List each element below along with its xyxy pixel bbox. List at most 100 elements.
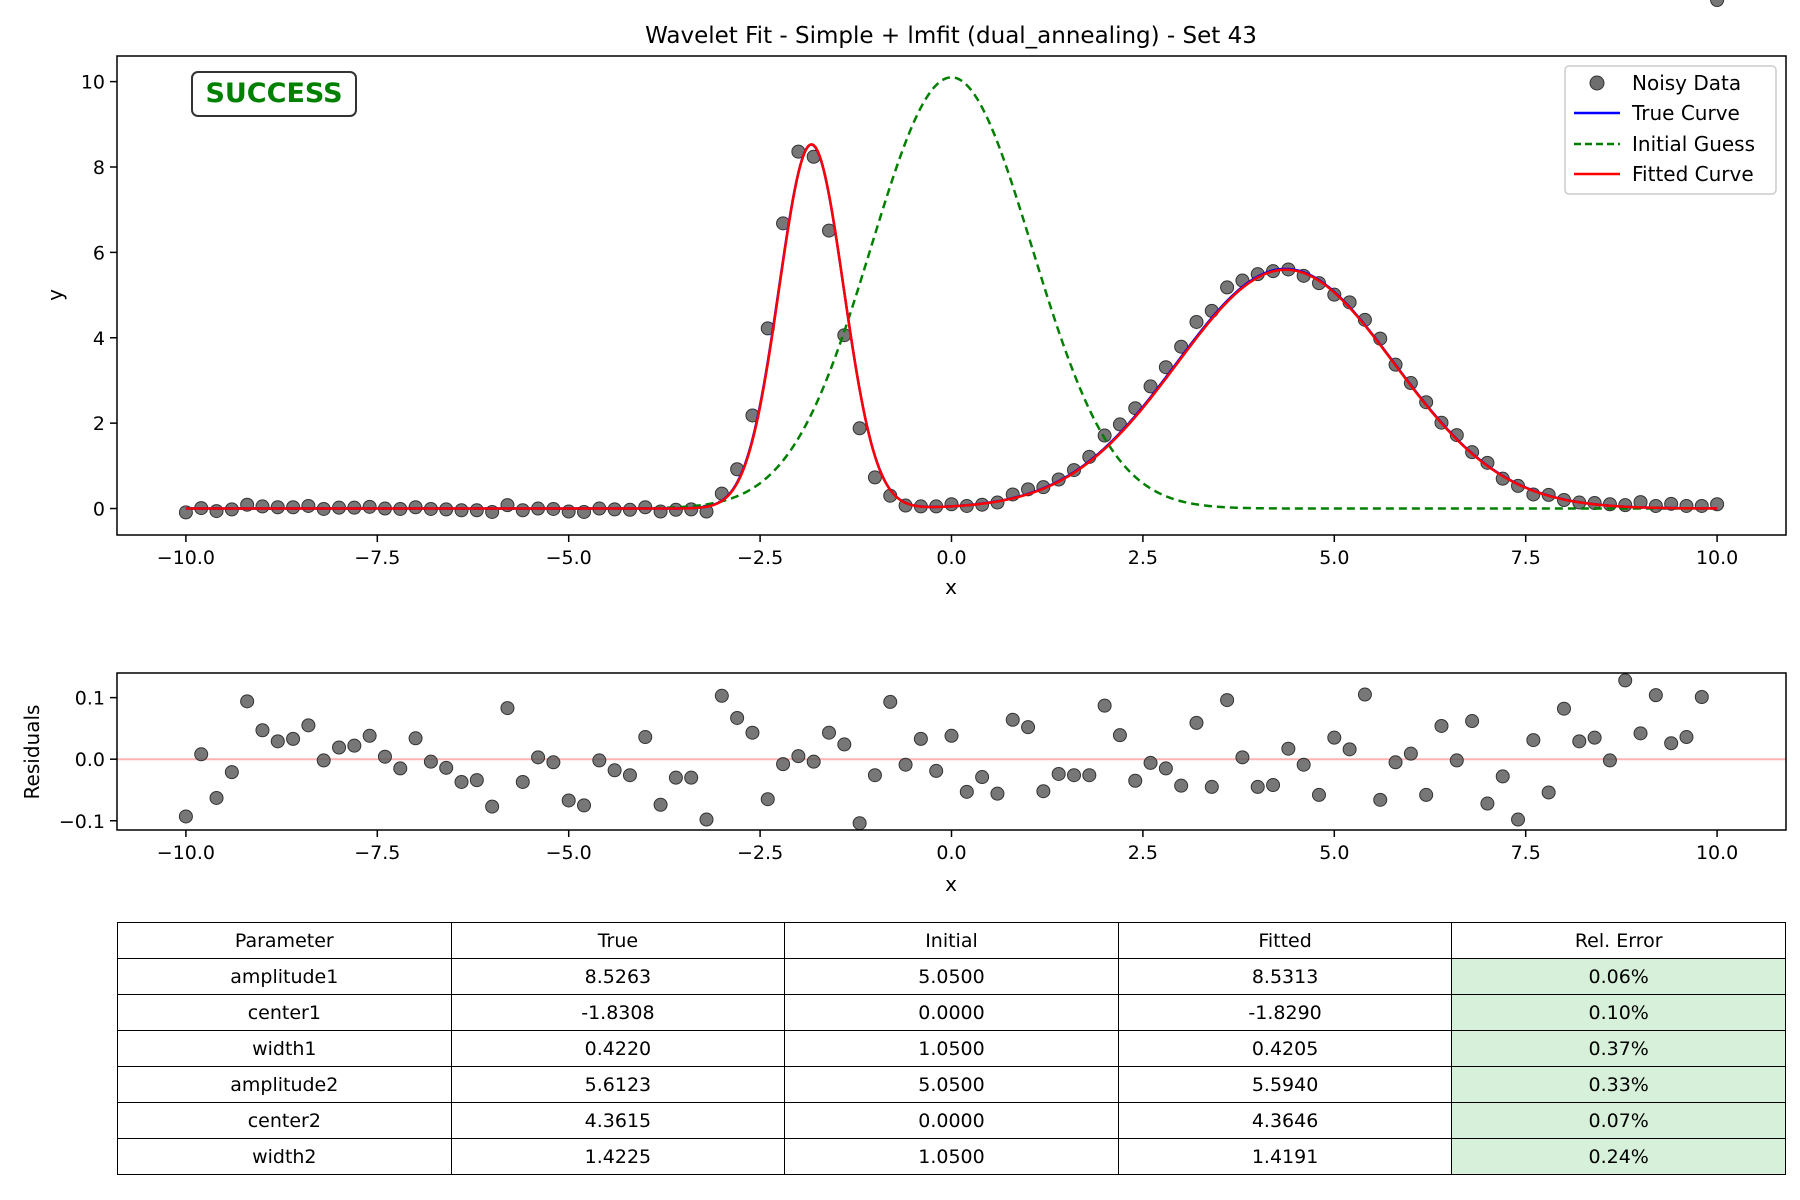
residual-point: [1633, 726, 1648, 741]
noisy-data-point: [1679, 498, 1694, 513]
status-badge: SUCCESS: [191, 71, 357, 117]
noisy-data-point: [1694, 498, 1709, 513]
noisy-data-point: [301, 498, 316, 513]
header-initial: Initial: [784, 922, 1119, 959]
cell-initial: 1.0500: [784, 1030, 1119, 1067]
residual-point: [1174, 778, 1189, 793]
cell-true: 1.4225: [450, 1138, 786, 1175]
residual-point: [913, 731, 928, 746]
residual-point: [1419, 787, 1434, 802]
main-y-tick-label: 6: [93, 242, 105, 264]
cell-true: -1.8308: [450, 994, 786, 1031]
residuals-x-tick-label: −5.0: [546, 842, 592, 864]
residual-point: [1495, 769, 1510, 784]
residual-point: [1587, 730, 1602, 745]
residual-point: [194, 747, 209, 762]
residuals-x-tick-label: 0.0: [936, 842, 966, 864]
table-row: width1 0.4220 1.0500 0.4205 0.37%: [117, 1030, 1786, 1067]
cell-parameter: center1: [117, 994, 452, 1031]
residual-point: [224, 765, 239, 780]
residual-point: [1572, 734, 1587, 749]
residual-point: [1449, 753, 1464, 768]
residual-point: [1403, 746, 1418, 761]
residual-point: [1311, 787, 1326, 802]
cell-true: 8.5263: [450, 958, 786, 995]
residual-point: [1128, 773, 1143, 788]
noisy-data-point: [1220, 280, 1235, 295]
main-x-tick-label: 7.5: [1511, 547, 1541, 569]
noisy-data-point: [255, 499, 270, 514]
cell-fitted: 0.4205: [1117, 1030, 1453, 1067]
residuals-x-tick-label: −2.5: [737, 842, 783, 864]
table-row: center2 4.3615 0.0000 4.3646 0.07%: [117, 1102, 1786, 1139]
residual-point: [1357, 687, 1372, 702]
cell-fitted: 1.4191: [1117, 1138, 1453, 1175]
residual-point: [1465, 714, 1480, 729]
main-x-tick-label: 5.0: [1319, 547, 1349, 569]
residuals-x-tick-label: 7.5: [1511, 842, 1541, 864]
residuals-y-ticks: −0.1 0.0 0.1: [59, 688, 117, 833]
residual-point: [1189, 715, 1204, 730]
residual-point: [577, 798, 592, 813]
residual-point: [1327, 730, 1342, 745]
status-badge-box: [191, 71, 357, 117]
main-marks: [178, 76, 1725, 520]
cell-true: 0.4220: [450, 1030, 786, 1067]
header-true: True: [450, 922, 786, 959]
residual-point: [592, 753, 607, 768]
true-curve-line: [185, 143, 1718, 510]
residual-point: [745, 725, 760, 740]
cell-initial: 0.0000: [784, 994, 1119, 1031]
residual-point: [209, 790, 224, 805]
residual-point: [622, 768, 637, 783]
residual-point: [883, 694, 898, 709]
residual-point: [500, 701, 515, 716]
residual-point: [1710, 0, 1725, 7]
residual-point: [393, 761, 408, 776]
residuals-y-axis-label: Residuals: [20, 705, 44, 800]
main-y-ticks: 0 2 4 6 8 10: [81, 72, 117, 521]
main-x-tick-label: −5.0: [546, 547, 592, 569]
main-x-ticks: −10.0 −7.5 −5.0 −2.5 0.0 2.5 5.0 7.5 10.0: [157, 535, 1738, 569]
cell-initial: 1.0500: [784, 1138, 1119, 1175]
noisy-data-point: [362, 499, 377, 514]
parameter-table: Parameter True Initial Fitted Rel. Error…: [117, 922, 1786, 1175]
cell-parameter: amplitude2: [117, 1066, 452, 1103]
residual-point: [944, 728, 959, 743]
residual-point: [1082, 768, 1097, 783]
residuals-x-tick-label: 10.0: [1696, 842, 1738, 864]
residual-point: [1005, 712, 1020, 727]
cell-fitted: 5.5940: [1117, 1066, 1453, 1103]
noisy-data-point: [1480, 455, 1495, 470]
residual-point: [806, 754, 821, 769]
initial-guess-line: [185, 76, 1718, 510]
cell-fitted: -1.8290: [1117, 994, 1453, 1031]
residual-point: [1250, 779, 1265, 794]
residual-point: [1388, 755, 1403, 770]
residual-point: [1112, 728, 1127, 743]
residual-point: [990, 786, 1005, 801]
cell-rel-error: 0.10%: [1451, 994, 1786, 1031]
noisy-data-point: [561, 504, 576, 519]
residual-point: [1434, 718, 1449, 733]
cell-rel-error: 0.07%: [1451, 1102, 1786, 1139]
residuals-x-tick-label: −7.5: [354, 842, 400, 864]
residual-point: [1021, 720, 1036, 735]
residual-point: [714, 688, 729, 703]
residual-point: [1526, 733, 1541, 748]
cell-rel-error: 0.06%: [1451, 958, 1786, 995]
status-badge-label: SUCCESS: [205, 78, 342, 109]
main-x-tick-label: −7.5: [354, 547, 400, 569]
noisy-data-point: [515, 503, 530, 518]
cell-initial: 0.0000: [784, 1102, 1119, 1139]
residual-point: [791, 749, 806, 764]
cell-rel-error: 0.33%: [1451, 1066, 1786, 1103]
cell-parameter: center2: [117, 1102, 452, 1139]
header-rel-error: Rel. Error: [1451, 922, 1786, 959]
noisy-data-point: [1327, 287, 1342, 302]
residual-point: [301, 718, 316, 733]
residual-point: [1664, 736, 1679, 751]
residual-point: [1097, 698, 1112, 713]
residual-point: [1036, 784, 1051, 799]
main-plot: −10.0 −7.5 −5.0 −2.5 0.0 2.5 5.0 7.5 10.0 0 2 4 6 8 1…: [81, 55, 1787, 569]
